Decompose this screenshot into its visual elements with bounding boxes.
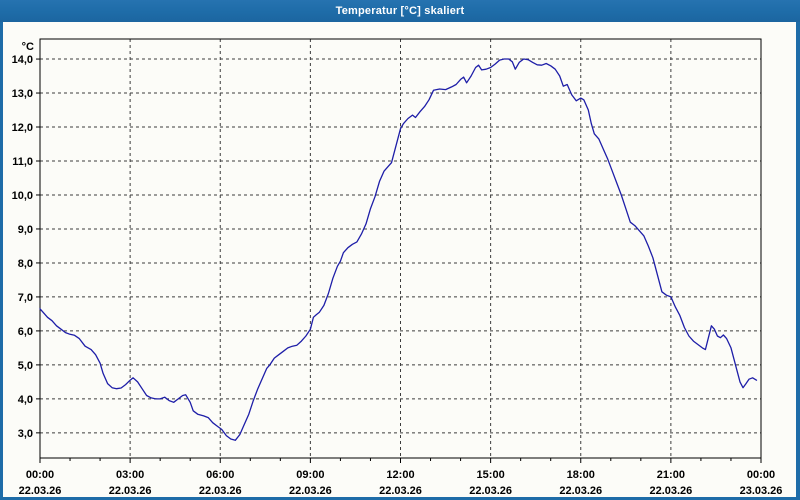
x-tick-date-label: 22.03.26	[289, 485, 332, 497]
y-tick-label: 3,0	[18, 428, 33, 440]
gridlines	[40, 39, 761, 458]
y-tick-label: 11,0	[12, 156, 33, 168]
window-titlebar[interactable]: Temperatur [°C] skaliert	[0, 0, 800, 22]
temperature-series-line	[39, 58, 758, 441]
x-tick-date-label: 22.03.26	[649, 485, 692, 497]
x-tick-time-label: 18:00	[567, 469, 595, 481]
x-tick-date-label: 22.03.26	[559, 485, 602, 497]
y-tick-label: 9,0	[18, 224, 33, 236]
x-tick-date-label: 22.03.26	[19, 485, 62, 497]
x-tick-time-label: 12:00	[386, 469, 414, 481]
x-tick-time-label: 21:00	[657, 469, 685, 481]
y-tick-label: 4,0	[18, 394, 33, 406]
window-title: Temperatur [°C] skaliert	[335, 5, 465, 17]
temperature-chart: °C 3,0 4,0 5,0 6,0 7,0 8,0 9,0 10,0 11,0 12,0 13,0 1…	[12, 38, 783, 497]
x-tick-date-label: 22.03.26	[469, 485, 512, 497]
x-tick-date-label: 22.03.26	[109, 485, 152, 497]
x-tick-time-label: 00:00	[26, 469, 54, 481]
axis-labels: °C 3,0 4,0 5,0 6,0 7,0 8,0 9,0 10,0 11,0 12,0 13,0 1…	[12, 41, 783, 497]
y-tick-label: 10,0	[12, 190, 33, 202]
x-tick-time-label: 09:00	[296, 469, 324, 481]
x-tick-date-label: 22.03.26	[199, 485, 242, 497]
y-tick-label: 12,0	[12, 122, 33, 134]
x-tick-time-label: 15:00	[477, 469, 505, 481]
x-tick-time-label: 03:00	[116, 469, 144, 481]
y-axis-unit-label: °C	[22, 41, 34, 53]
y-tick-label: 13,0	[12, 88, 33, 100]
chart-area: °C 3,0 4,0 5,0 6,0 7,0 8,0 9,0 10,0 11,0 12,0 13,0 1…	[3, 22, 796, 497]
x-tick-date-label: 22.03.26	[379, 485, 422, 497]
y-tick-label: 14,0	[12, 54, 33, 66]
axis-ticks	[36, 58, 762, 463]
y-tick-label: 6,0	[18, 326, 33, 338]
x-tick-date-label: 23.03.26	[740, 485, 783, 497]
x-tick-time-label: 06:00	[206, 469, 234, 481]
y-tick-label: 7,0	[18, 292, 33, 304]
y-tick-label: 8,0	[18, 258, 33, 270]
y-tick-label: 5,0	[18, 360, 33, 372]
x-tick-time-label: 00:00	[747, 469, 775, 481]
